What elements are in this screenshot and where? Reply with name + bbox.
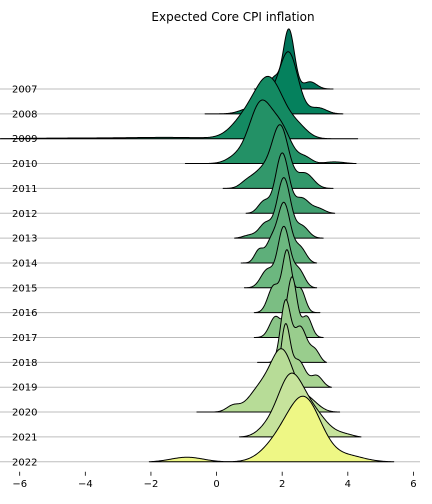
- ridge-2018: [257, 299, 327, 363]
- x-tick-label: 6: [410, 479, 416, 490]
- year-label-2012: 2012: [12, 209, 37, 220]
- ridge-group-2018: 2018: [0, 299, 420, 369]
- ridge-2014: [240, 201, 318, 264]
- ridge-group-2013: 2013: [0, 177, 420, 245]
- year-label-2009: 2009: [12, 134, 37, 145]
- ridge-group-2019: 2019: [0, 323, 420, 394]
- year-label-2022: 2022: [12, 457, 37, 468]
- x-tick-label: −4: [78, 479, 93, 490]
- year-label-2015: 2015: [12, 283, 37, 294]
- year-label-2014: 2014: [12, 258, 37, 269]
- year-label-2010: 2010: [12, 159, 37, 170]
- ridge-group-2021: 2021: [0, 372, 420, 443]
- year-label-2007: 2007: [12, 85, 37, 96]
- ridge-group-2010: 2010: [0, 99, 420, 170]
- ridge-2016: [253, 249, 321, 314]
- ridge-2015: [243, 225, 318, 289]
- year-label-2016: 2016: [12, 308, 37, 319]
- ridge-2011: [222, 124, 334, 189]
- x-tick-label: 4: [345, 479, 351, 490]
- ridge-group-2007: 2007: [0, 28, 420, 96]
- year-label-2021: 2021: [12, 432, 37, 443]
- ridge-2012: [245, 152, 336, 214]
- year-label-2011: 2011: [12, 184, 37, 195]
- ridge-group-2011: 2011: [0, 124, 420, 195]
- ridge-group-2020: 2020: [0, 348, 420, 419]
- ridge-group-2015: 2015: [0, 225, 420, 294]
- year-label-2017: 2017: [12, 333, 37, 344]
- year-label-2019: 2019: [12, 383, 37, 394]
- ridge-group-2012: 2012: [0, 152, 420, 220]
- year-label-2008: 2008: [12, 109, 37, 120]
- x-tick-label: −2: [144, 479, 159, 490]
- chart-title: Expected Core CPI inflation: [151, 10, 314, 24]
- x-axis: −6 −4 −2 0 2 4 6: [12, 471, 417, 490]
- ridges-group: 2007 2008 2009 2010 2011 2012 2013 2014 2015 2016…: [0, 28, 420, 468]
- ridge-2010: [184, 99, 357, 165]
- ridge-group-2017: 2017: [0, 276, 420, 344]
- year-label-2013: 2013: [12, 234, 37, 245]
- ridge-2013: [234, 177, 324, 239]
- x-tick-label: 0: [213, 479, 219, 490]
- ridge-group-2009: 2009: [0, 75, 420, 145]
- x-tick-label: 2: [279, 479, 285, 490]
- ridge-group-2014: 2014: [0, 201, 420, 269]
- ridge-group-2008: 2008: [0, 51, 420, 120]
- ridge-2022: [148, 395, 395, 463]
- year-label-2020: 2020: [12, 408, 37, 419]
- year-label-2018: 2018: [12, 358, 37, 369]
- ridge-group-2022: 2022: [0, 395, 420, 468]
- ridge-group-2016: 2016: [0, 249, 420, 319]
- x-tick-label: −6: [12, 479, 27, 490]
